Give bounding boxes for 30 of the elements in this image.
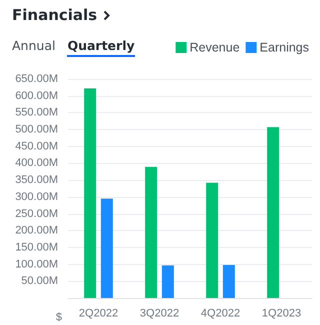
x-tick-label: 4Q2022 — [200, 308, 240, 320]
bar — [206, 182, 218, 298]
x-tick-label: 2Q2022 — [78, 308, 118, 320]
bar — [162, 265, 174, 298]
bar — [100, 198, 113, 298]
chart-title: Financials — [12, 6, 98, 24]
x-tick-label: 3Q2022 — [140, 308, 180, 320]
y-tick-label: 200.00M — [15, 224, 58, 237]
y-tick-label: 550.00M — [15, 106, 58, 119]
y-tick-label: 250.00M — [15, 208, 58, 220]
y-tick-label: 350.00M — [15, 174, 58, 186]
y-tick-label: 400.00M — [15, 157, 58, 170]
x-tick-label: 1Q2023 — [262, 308, 302, 320]
text: Quarterly — [67, 38, 135, 57]
y-axis-title: $ — [56, 312, 62, 324]
y-tick-label: 650.00M — [15, 73, 58, 85]
legend-label: Revenue — [190, 40, 240, 54]
y-tick-label: 450.00M — [15, 140, 58, 152]
y-tick-label: 150.00M — [15, 241, 58, 254]
bar — [267, 127, 280, 298]
y-tick-label: 600.00M — [15, 90, 58, 102]
y-tick-label: 300.00M — [15, 190, 58, 203]
bar — [84, 88, 96, 298]
y-tick-label: 100.00M — [15, 258, 58, 270]
y-tick-label: 50.00M — [21, 275, 58, 288]
y-tick-label: 500.00M — [15, 124, 58, 136]
bar — [222, 264, 235, 298]
text: Annual — [12, 38, 56, 55]
bar — [145, 166, 158, 298]
legend-label: Earnings — [260, 40, 310, 54]
